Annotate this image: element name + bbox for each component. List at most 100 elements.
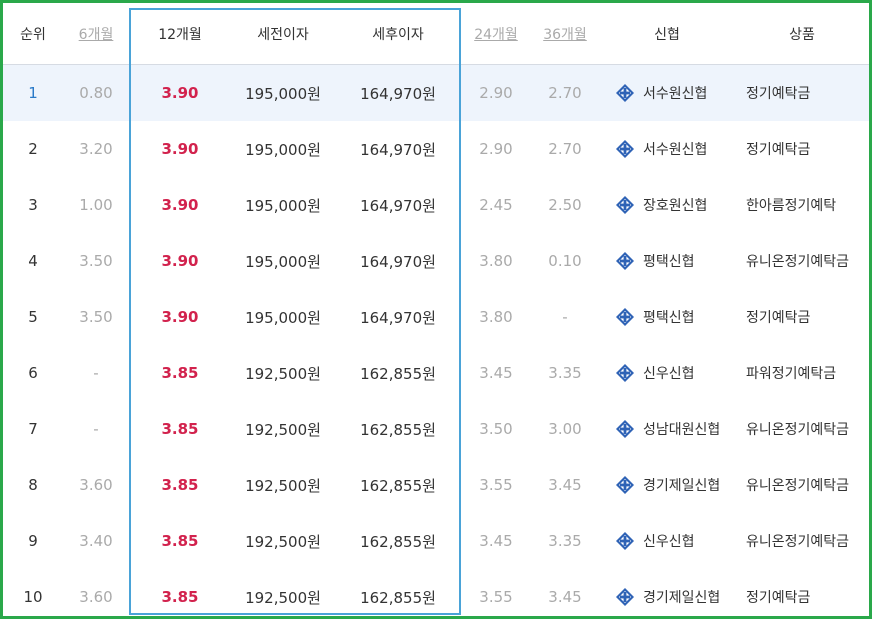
- rank-cell: 2: [28, 140, 38, 158]
- product-cell[interactable]: 유니온정기예탁금: [735, 233, 869, 289]
- rate-36-month-cell: 3.35: [548, 532, 582, 550]
- header-36-month[interactable]: 36개월: [531, 3, 599, 64]
- bank-cell[interactable]: 서수원신협: [599, 121, 735, 177]
- bank-name: 신우신협: [643, 366, 695, 382]
- pre-tax-interest-cell: 195,000원: [245, 196, 321, 215]
- rate-36-month-cell: 0.10: [548, 252, 582, 270]
- header-24-month[interactable]: 24개월: [461, 3, 531, 64]
- cu-logo-icon: [616, 420, 634, 438]
- rate-12-month-cell: 3.85: [161, 364, 199, 382]
- sort-24-month-link[interactable]: 24개월: [474, 26, 518, 43]
- pre-tax-interest-cell: 192,500원: [245, 588, 321, 607]
- rate-6-month-cell: 0.80: [79, 84, 113, 102]
- bank-name: 평택신협: [643, 254, 695, 270]
- rate-6-month-cell: -: [93, 420, 99, 438]
- table-row[interactable]: 1 0.80 3.90 195,000원 164,970원 2.90 2.70 서수원신협 정기…: [3, 65, 869, 121]
- product-name: 파워정기예탁금: [746, 366, 837, 382]
- table-row[interactable]: 5 3.50 3.90 195,000원 164,970원 3.80 - 평택신협 정기예탁금: [3, 289, 869, 345]
- bank-name: 서수원신협: [643, 142, 708, 158]
- product-cell[interactable]: 한아름정기예탁: [735, 177, 869, 233]
- pre-tax-interest-cell: 195,000원: [245, 140, 321, 159]
- cu-logo-icon: [616, 140, 634, 158]
- rate-36-month-cell: 3.45: [548, 476, 582, 494]
- table-row[interactable]: 9 3.40 3.85 192,500원 162,855원 3.45 3.35 신우신협 유니온…: [3, 513, 869, 569]
- bank-cell[interactable]: 경기제일신협: [599, 457, 735, 513]
- product-name: 유니온정기예탁금: [746, 534, 850, 550]
- bank-cell[interactable]: 신우신협: [599, 345, 735, 401]
- pre-tax-interest-cell: 195,000원: [245, 308, 321, 327]
- cu-logo-icon: [616, 364, 634, 382]
- product-cell[interactable]: 파워정기예탁금: [735, 345, 869, 401]
- rate-24-month-cell: 3.80: [479, 252, 513, 270]
- rate-24-month-cell: 3.50: [479, 420, 513, 438]
- rate-24-month-cell: 3.55: [479, 476, 513, 494]
- cu-logo-icon: [616, 476, 634, 494]
- rate-36-month-cell: 3.00: [548, 420, 582, 438]
- table-row[interactable]: 4 3.50 3.90 195,000원 164,970원 3.80 0.10 평택신협 유니온…: [3, 233, 869, 289]
- header-12-month: 12개월: [158, 26, 202, 43]
- rate-6-month-cell: 3.50: [79, 308, 113, 326]
- bank-name: 성남대원신협: [643, 422, 721, 438]
- rate-6-month-cell: 3.20: [79, 140, 113, 158]
- sort-6-month-link[interactable]: 6개월: [78, 26, 114, 43]
- cu-logo-icon: [616, 252, 634, 270]
- post-tax-interest-cell: 164,970원: [360, 252, 436, 271]
- bank-cell[interactable]: 신우신협: [599, 513, 735, 569]
- pre-tax-interest-cell: 192,500원: [245, 364, 321, 383]
- post-tax-interest-cell: 164,970원: [360, 196, 436, 215]
- pre-tax-interest-cell: 192,500원: [245, 420, 321, 439]
- bank-cell[interactable]: 평택신협: [599, 289, 735, 345]
- rate-12-month-cell: 3.85: [161, 420, 199, 438]
- rate-6-month-cell: 1.00: [79, 196, 113, 214]
- table-row[interactable]: 2 3.20 3.90 195,000원 164,970원 2.90 2.70 서수원신협 정기…: [3, 121, 869, 177]
- product-cell[interactable]: 유니온정기예탁금: [735, 513, 869, 569]
- bank-cell[interactable]: 경기제일신협: [599, 569, 735, 625]
- product-cell[interactable]: 정기예탁금: [735, 569, 869, 625]
- rate-6-month-cell: -: [93, 364, 99, 382]
- product-cell[interactable]: 유니온정기예탁금: [735, 401, 869, 457]
- rate-12-month-cell: 3.90: [161, 252, 199, 270]
- rate-6-month-cell: 3.40: [79, 532, 113, 550]
- rate-24-month-cell: 2.45: [479, 196, 513, 214]
- rate-12-month-cell: 3.90: [161, 84, 199, 102]
- rate-24-month-cell: 2.90: [479, 140, 513, 158]
- product-cell[interactable]: 유니온정기예탁금: [735, 457, 869, 513]
- post-tax-interest-cell: 164,970원: [360, 308, 436, 327]
- bank-name: 평택신협: [643, 310, 695, 326]
- product-name: 정기예탁금: [746, 86, 811, 102]
- pre-tax-interest-cell: 192,500원: [245, 476, 321, 495]
- rate-36-month-cell: 3.35: [548, 364, 582, 382]
- bank-cell[interactable]: 평택신협: [599, 233, 735, 289]
- rate-24-month-cell: 3.45: [479, 364, 513, 382]
- post-tax-interest-cell: 162,855원: [360, 476, 436, 495]
- rank-cell: 5: [28, 308, 38, 326]
- rank-cell: 9: [28, 532, 38, 550]
- header-6-month[interactable]: 6개월: [63, 3, 129, 64]
- product-cell[interactable]: 정기예탁금: [735, 289, 869, 345]
- bank-name: 서수원신협: [643, 86, 708, 102]
- product-name: 유니온정기예탁금: [746, 254, 850, 270]
- pre-tax-interest-cell: 192,500원: [245, 532, 321, 551]
- product-cell[interactable]: 정기예탁금: [735, 121, 869, 177]
- bank-cell[interactable]: 성남대원신협: [599, 401, 735, 457]
- table-row[interactable]: 10 3.60 3.85 192,500원 162,855원 3.55 3.45 경기제일신협…: [3, 569, 869, 625]
- rate-36-month-cell: 3.45: [548, 588, 582, 606]
- table-row[interactable]: 8 3.60 3.85 192,500원 162,855원 3.55 3.45 경기제일신협 유…: [3, 457, 869, 513]
- sort-36-month-link[interactable]: 36개월: [543, 26, 587, 43]
- table-row[interactable]: 7 - 3.85 192,500원 162,855원 3.50 3.00 성남대원신협 유니온정…: [3, 401, 869, 457]
- post-tax-interest-cell: 162,855원: [360, 364, 436, 383]
- bank-cell[interactable]: 장호원신협: [599, 177, 735, 233]
- rate-36-month-cell: 2.50: [548, 196, 582, 214]
- pre-tax-interest-cell: 195,000원: [245, 84, 321, 103]
- bank-name: 경기제일신협: [643, 590, 721, 606]
- rank-cell: 1: [28, 84, 38, 102]
- table-row[interactable]: 3 1.00 3.90 195,000원 164,970원 2.45 2.50 장호원신협 한아…: [3, 177, 869, 233]
- post-tax-interest-cell: 162,855원: [360, 532, 436, 551]
- product-cell[interactable]: 정기예탁금: [735, 65, 869, 121]
- table-row[interactable]: 6 - 3.85 192,500원 162,855원 3.45 3.35 신우신협 파워정기예탁…: [3, 345, 869, 401]
- bank-cell[interactable]: 서수원신협: [599, 65, 735, 121]
- table-body: 1 0.80 3.90 195,000원 164,970원 2.90 2.70 서수원신협 정기…: [3, 65, 869, 625]
- table-header: 순위 6개월 12개월 세전이자 세후이자 24개월 36개월 신협 상품: [3, 3, 869, 65]
- cu-logo-icon: [616, 532, 634, 550]
- header-rank: 순위: [20, 26, 46, 43]
